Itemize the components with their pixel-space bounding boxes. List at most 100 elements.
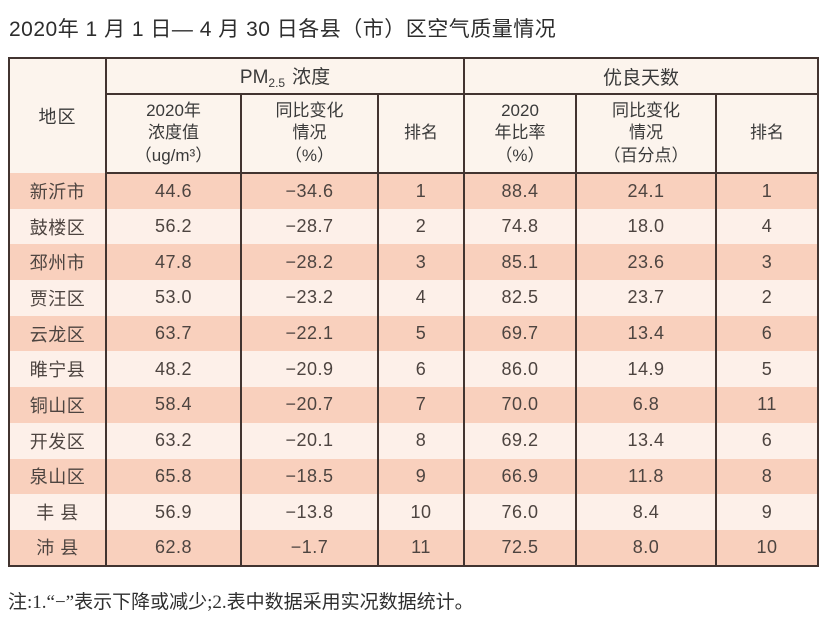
pm-change-cell: −20.7: [240, 387, 378, 423]
region-cell: 睢宁县: [8, 351, 106, 388]
table-row: 邳州市 47.8 −28.2 3 85.1 23.6 3: [8, 244, 819, 281]
pm-change-cell: −20.1: [240, 422, 378, 459]
region-cell: 开发区: [8, 422, 106, 459]
pm-change-cell: −18.5: [240, 458, 378, 495]
good-change-cell: 14.9: [575, 351, 716, 388]
pm-value-cell: 62.8: [105, 529, 241, 566]
good-change-cell: 23.6: [575, 244, 716, 281]
good-change-cell: 8.4: [575, 494, 716, 530]
good-ratio-cell: 85.1: [463, 244, 576, 281]
table-row: 开发区 63.2 −20.1 8 69.2 13.4 6: [8, 422, 819, 459]
pm-change-cell: −23.2: [240, 280, 378, 316]
pm-value-cell: 48.2: [105, 351, 241, 388]
pm-value-cell: 53.0: [105, 280, 241, 316]
good-rank-cell: 6: [714, 422, 819, 459]
region-cell: 鼓楼区: [8, 208, 106, 245]
pm-change-cell: −20.9: [240, 351, 378, 388]
col-group-good-days: 优良天数: [462, 58, 819, 95]
col-header-region: 地区: [9, 58, 107, 173]
table-row: 泉山区 65.8 −18.5 9 66.9 11.8 8: [8, 458, 819, 495]
good-ratio-cell: 86.0: [463, 351, 576, 388]
pm25-label-suffix: 浓度: [292, 67, 331, 88]
good-rank-cell: 10: [714, 529, 819, 566]
pm-rank-cell: 3: [377, 244, 464, 281]
table-row: 睢宁县 48.2 −20.9 6 86.0 14.9 5: [8, 351, 819, 388]
good-change-cell: 13.4: [575, 422, 716, 459]
col-header-pm-value: 2020年 浓度值 （ug/m³）: [105, 94, 241, 174]
good-change-cell: 13.4: [575, 315, 716, 352]
good-change-cell: 11.8: [575, 458, 716, 495]
good-ratio-cell: 70.0: [463, 387, 576, 423]
col-header-pm-change: 同比变化 情况 （%）: [240, 94, 378, 174]
pm-change-cell: −28.2: [240, 244, 378, 281]
good-rank-cell: 4: [714, 208, 819, 245]
pm-change-cell: −1.7: [240, 529, 378, 566]
pm-rank-cell: 4: [377, 280, 464, 316]
group-header-row: 地区 PM2.5 浓度 优良天数: [9, 58, 819, 173]
good-rank-cell: 8: [714, 458, 819, 495]
region-cell: 贾汪区: [8, 280, 106, 316]
region-cell: 云龙区: [8, 315, 106, 352]
table-header: 地区 PM2.5 浓度 优良天数 2020年 浓度值 （ug/m³） 同比变化 情…: [9, 58, 819, 174]
good-change-cell: 23.7: [575, 280, 716, 316]
good-ratio-cell: 72.5: [463, 529, 576, 566]
region-cell: 铜山区: [8, 387, 106, 423]
good-rank-cell: 5: [714, 351, 819, 388]
table-row: 云龙区 63.7 −22.1 5 69.7 13.4 6: [8, 315, 819, 352]
good-ratio-cell: 74.8: [463, 208, 576, 245]
region-cell: 邳州市: [8, 244, 106, 281]
good-change-cell: 24.1: [575, 173, 716, 209]
good-ratio-cell: 82.5: [463, 280, 576, 316]
pm-value-cell: 58.4: [105, 387, 241, 423]
col-header-good-change: 同比变化 情况 （百分点）: [575, 94, 716, 174]
pm25-label-subscript: 2.5: [268, 76, 286, 90]
pm-value-cell: 63.7: [105, 315, 241, 352]
pm-rank-cell: 7: [377, 387, 464, 423]
pm-rank-cell: 6: [377, 351, 464, 388]
pm-rank-cell: 1: [377, 173, 464, 209]
good-ratio-cell: 66.9: [463, 458, 576, 495]
region-cell: 泉山区: [8, 458, 106, 495]
table-row: 沛 县 62.8 −1.7 11 72.5 8.0 10: [8, 529, 819, 566]
pm-rank-cell: 5: [377, 315, 464, 352]
pm-value-cell: 63.2: [105, 422, 241, 459]
pm-rank-cell: 9: [377, 458, 464, 495]
col-header-pm-rank: 排名: [377, 94, 464, 174]
sub-header-row: 2020年 浓度值 （ug/m³） 同比变化 情况 （%） 排名 2020 年比…: [9, 94, 819, 174]
region-cell: 沛 县: [8, 529, 106, 566]
region-cell: 新沂市: [8, 173, 106, 209]
good-ratio-cell: 69.2: [463, 422, 576, 459]
good-rank-cell: 9: [714, 494, 819, 530]
footnote: 注:1.“−”表示下降或减少;2.表中数据采用实况数据统计。: [8, 591, 474, 613]
col-group-pm25: PM2.5 浓度: [105, 58, 464, 95]
pm-value-cell: 56.9: [105, 494, 241, 530]
good-ratio-cell: 76.0: [463, 494, 576, 530]
pm-rank-cell: 10: [377, 494, 464, 530]
pm-rank-cell: 11: [377, 529, 464, 566]
pm25-label-prefix: PM: [239, 67, 269, 88]
table-row: 丰 县 56.9 −13.8 10 76.0 8.4 9: [8, 494, 819, 530]
table-row: 铜山区 58.4 −20.7 7 70.0 6.8 11: [8, 387, 819, 423]
table-row: 贾汪区 53.0 −23.2 4 82.5 23.7 2: [8, 280, 819, 316]
pm-value-cell: 56.2: [105, 208, 241, 245]
col-header-good-rank: 排名: [714, 94, 819, 174]
table-row: 新沂市 44.6 −34.6 1 88.4 24.1 1: [8, 173, 819, 209]
good-rank-cell: 1: [714, 173, 819, 209]
good-change-cell: 6.8: [575, 387, 716, 423]
pm-change-cell: −34.6: [240, 173, 378, 209]
pm-rank-cell: 8: [377, 422, 464, 459]
pm-value-cell: 44.6: [105, 173, 241, 209]
pm-value-cell: 65.8: [105, 458, 241, 495]
good-change-cell: 18.0: [575, 208, 716, 245]
pm-rank-cell: 2: [377, 208, 464, 245]
good-ratio-cell: 88.4: [463, 173, 576, 209]
pm-value-cell: 47.8: [105, 244, 241, 281]
pm-change-cell: −22.1: [240, 315, 378, 352]
table-row: 鼓楼区 56.2 −28.7 2 74.8 18.0 4: [8, 208, 819, 245]
good-ratio-cell: 69.7: [463, 315, 576, 352]
good-rank-cell: 2: [714, 280, 819, 316]
good-rank-cell: 11: [714, 387, 819, 423]
good-rank-cell: 3: [714, 244, 819, 281]
air-quality-table: 地区 PM2.5 浓度 优良天数 2020年 浓度值 （ug/m³） 同比变化 情…: [8, 57, 820, 567]
